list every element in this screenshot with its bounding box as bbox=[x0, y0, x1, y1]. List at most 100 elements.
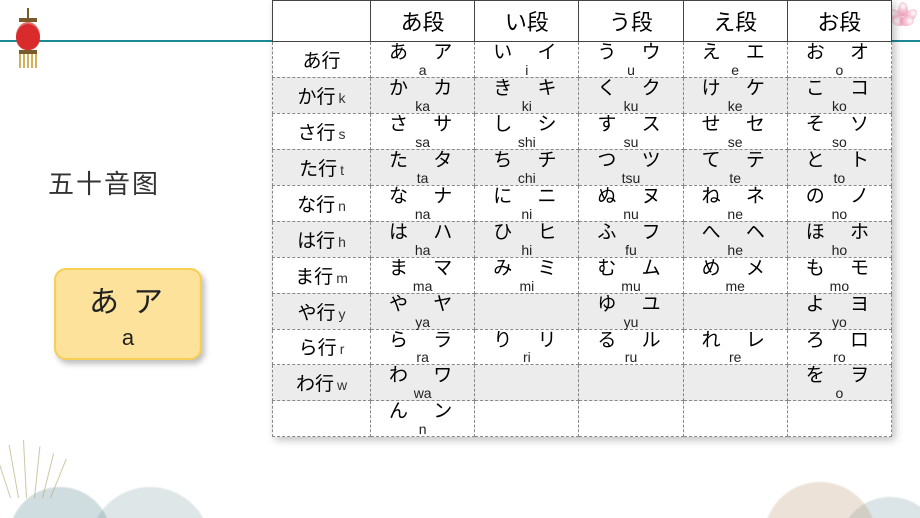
table-cell: ろ ロro bbox=[787, 329, 891, 365]
cell-kana: し シ bbox=[477, 115, 576, 135]
cell-romaji: re bbox=[686, 350, 785, 364]
table-cell: ふ フfu bbox=[579, 221, 683, 257]
table-cell: て テte bbox=[683, 149, 787, 185]
row-sub: w bbox=[337, 377, 347, 393]
table-cell: む ムmu bbox=[579, 257, 683, 293]
cell-kana: も モ bbox=[790, 259, 889, 279]
cell-kana: こ コ bbox=[790, 79, 889, 99]
cell-romaji: i bbox=[477, 63, 576, 77]
highlight-katakana: ア bbox=[133, 286, 177, 319]
table-cell: え エe bbox=[683, 42, 787, 78]
cell-kana: わ ワ bbox=[373, 366, 472, 386]
cell-kana: ほ ホ bbox=[790, 223, 889, 243]
table-row: ま行mま マmaみ ミmiむ ムmuめ メmeも モmo bbox=[273, 257, 892, 293]
cell-kana: お オ bbox=[790, 43, 889, 63]
table-cell: せ セse bbox=[683, 113, 787, 149]
cell-kana: よ ヨ bbox=[790, 295, 889, 315]
cell-romaji: ku bbox=[581, 99, 680, 113]
row-sub: t bbox=[340, 162, 344, 178]
cell-kana: ひ ヒ bbox=[477, 223, 576, 243]
table-row: た行tた タtaち チchiつ ツtsuて テteと トto bbox=[273, 149, 892, 185]
cell-kana: は ハ bbox=[373, 223, 472, 243]
gojuon-table: あ段 い段 う段 え段 お段 あ行あ アaい イiう ウuえ エeお オoか行k… bbox=[272, 0, 892, 437]
cell-kana: け ケ bbox=[686, 79, 785, 99]
cell-romaji: yu bbox=[581, 315, 680, 329]
table-cell: い イi bbox=[475, 42, 579, 78]
cell-romaji: tsu bbox=[581, 171, 680, 185]
table-cell: す スsu bbox=[579, 113, 683, 149]
table-cell-empty bbox=[683, 365, 787, 401]
cell-romaji: me bbox=[686, 279, 785, 293]
table-cell: な ナna bbox=[371, 185, 475, 221]
cell-kana: み ミ bbox=[477, 259, 576, 279]
cell-romaji: shi bbox=[477, 135, 576, 149]
cell-romaji: ke bbox=[686, 99, 785, 113]
row-sub: k bbox=[339, 90, 346, 106]
column-header: え段 bbox=[683, 1, 787, 42]
table-row: や行yや ヤyaゆ ユyuよ ヨyo bbox=[273, 293, 892, 329]
table-cell-empty bbox=[683, 401, 787, 437]
table-cell: く クku bbox=[579, 77, 683, 113]
cell-kana: そ ソ bbox=[790, 115, 889, 135]
cell-kana: つ ツ bbox=[581, 151, 680, 171]
cell-romaji: mo bbox=[790, 279, 889, 293]
column-header: う段 bbox=[579, 1, 683, 42]
cell-romaji: ra bbox=[373, 350, 472, 364]
cell-kana: り リ bbox=[477, 331, 576, 351]
cell-kana: や ヤ bbox=[373, 295, 472, 315]
table-cell: こ コko bbox=[787, 77, 891, 113]
cell-romaji: he bbox=[686, 243, 785, 257]
cell-romaji: sa bbox=[373, 135, 472, 149]
page-title: 五十音图 bbox=[48, 164, 160, 201]
cell-kana: に ニ bbox=[477, 187, 576, 207]
cell-romaji: ki bbox=[477, 99, 576, 113]
cell-romaji: ha bbox=[373, 243, 472, 257]
cell-kana: き キ bbox=[477, 79, 576, 99]
cell-romaji: hi bbox=[477, 243, 576, 257]
cell-romaji: o bbox=[790, 63, 889, 77]
table-cell-empty bbox=[683, 293, 787, 329]
cell-romaji: ni bbox=[477, 207, 576, 221]
header-corner bbox=[273, 1, 371, 42]
table-row: か行kか カkaき キkiく クkuけ ケkeこ コko bbox=[273, 77, 892, 113]
table-header-row: あ段 い段 う段 え段 お段 bbox=[273, 1, 892, 42]
cell-kana: ら ラ bbox=[373, 331, 472, 351]
row-header bbox=[273, 401, 371, 437]
cell-kana: い イ bbox=[477, 43, 576, 63]
table-cell: と トto bbox=[787, 149, 891, 185]
cell-kana: る ル bbox=[581, 331, 680, 351]
row-sub: r bbox=[340, 341, 345, 357]
table-cell: も モmo bbox=[787, 257, 891, 293]
table-row: は行hは ハhaひ ヒhiふ フfuへ ヘheほ ホho bbox=[273, 221, 892, 257]
table-row: ら行rら ラraり リriる ルruれ レreろ ロro bbox=[273, 329, 892, 365]
cell-kana: す ス bbox=[581, 115, 680, 135]
table-cell: あ アa bbox=[371, 42, 475, 78]
table-cell: け ケke bbox=[683, 77, 787, 113]
cell-romaji: a bbox=[373, 63, 472, 77]
cell-romaji: ma bbox=[373, 279, 472, 293]
highlight-card: あア a bbox=[54, 268, 202, 360]
cell-romaji: ho bbox=[790, 243, 889, 257]
cell-kana: ふ フ bbox=[581, 223, 680, 243]
table-cell: ぬ ヌnu bbox=[579, 185, 683, 221]
table-cell: る ルru bbox=[579, 329, 683, 365]
table-cell-empty bbox=[475, 293, 579, 329]
cell-romaji: e bbox=[686, 63, 785, 77]
row-header: か行k bbox=[273, 77, 371, 113]
cell-romaji: ka bbox=[373, 99, 472, 113]
cell-kana: せ セ bbox=[686, 115, 785, 135]
column-header: い段 bbox=[475, 1, 579, 42]
decor-grass bbox=[6, 438, 96, 498]
cell-kana: え エ bbox=[686, 43, 785, 63]
table-cell: う ウu bbox=[579, 42, 683, 78]
cell-romaji: o bbox=[790, 386, 889, 400]
table-row: さ行sさ サsaし シshiす スsuせ セseそ ソso bbox=[273, 113, 892, 149]
table-cell: つ ツtsu bbox=[579, 149, 683, 185]
cell-kana: さ サ bbox=[373, 115, 472, 135]
cell-kana: ま マ bbox=[373, 259, 472, 279]
cell-romaji: ru bbox=[581, 350, 680, 364]
table-cell: め メme bbox=[683, 257, 787, 293]
table-cell-empty bbox=[579, 401, 683, 437]
cell-kana: ろ ロ bbox=[790, 331, 889, 351]
cell-romaji: na bbox=[373, 207, 472, 221]
